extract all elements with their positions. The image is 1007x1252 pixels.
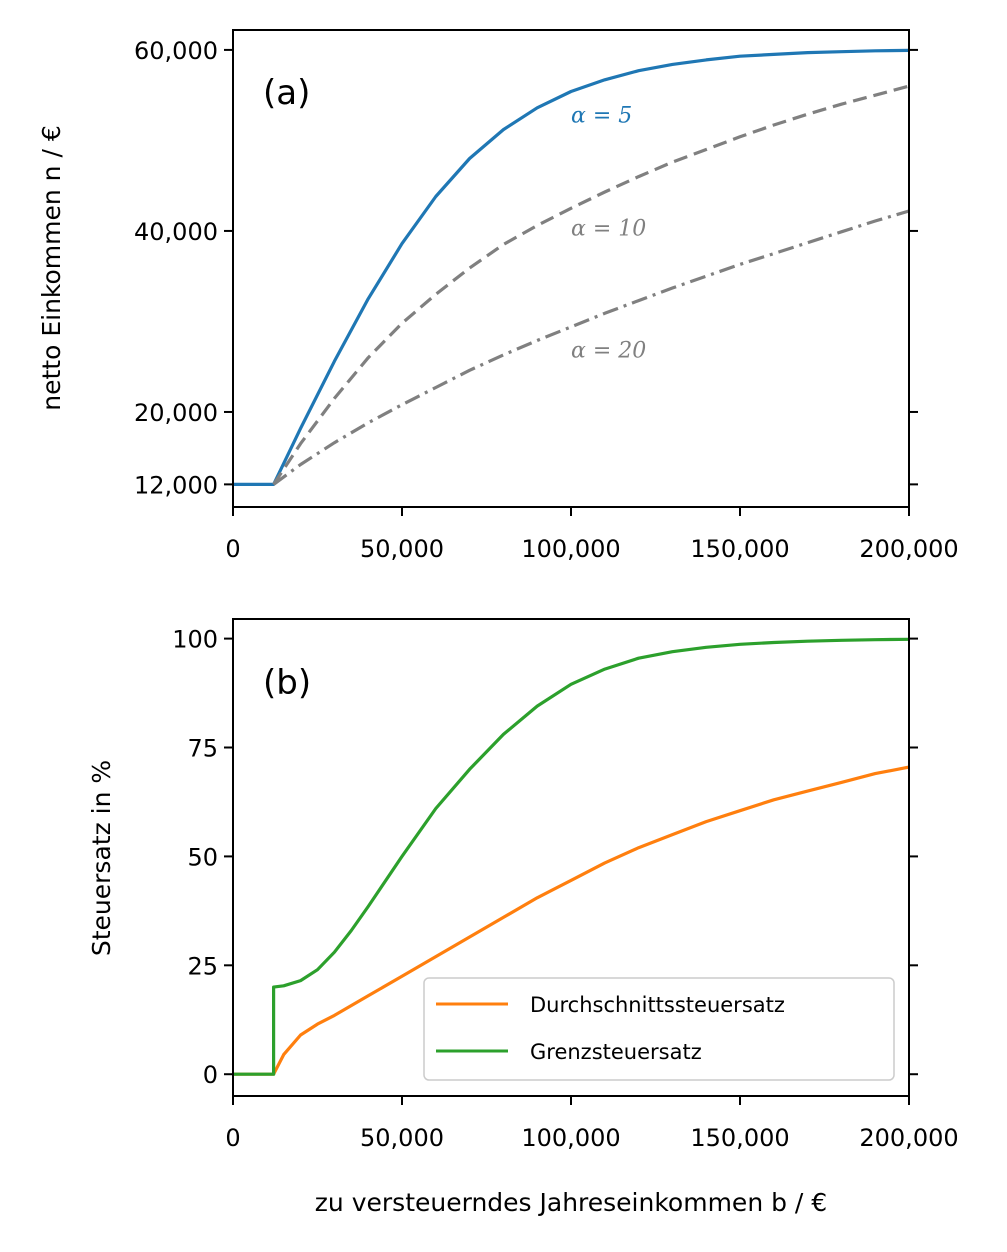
panel-b-y-tick-label: 0 — [203, 1061, 218, 1089]
panel-b-x-tick-label: 0 — [225, 1124, 240, 1152]
panel-a-curve-annotation-1: α = 10 — [571, 216, 646, 241]
panel-a-x-tick-label: 150,000 — [690, 535, 789, 563]
panel-a-series-line-1 — [272, 84, 910, 486]
panel-b-label: (b) — [263, 663, 311, 703]
panel-b-series-line-1 — [233, 637, 910, 1076]
panel-b: 0 50,000 100,000 150,000 200,000 0255075100 … — [87, 618, 959, 1217]
panel-a-frame — [232, 29, 910, 508]
panel-b-series-line-0 — [233, 765, 910, 1076]
panel-b-x-tick-label: 50,000 — [360, 1124, 444, 1152]
panel-a-y-tick-label: 40,000 — [134, 218, 218, 246]
panel-b-x-axis-label: zu versteuerndes Jahreseinkommen b / € — [315, 1188, 827, 1217]
panel-a: 0 50,000 100,000 150,000 200,000 12,000 20,00… — [37, 29, 959, 563]
panel-a-series-line-0 — [233, 48, 910, 486]
panel-a-curves — [233, 48, 910, 486]
panel-b-y-tick-label: 75 — [187, 735, 218, 763]
panel-a-y-axis-label: netto Einkommen n / € — [37, 125, 66, 411]
panel-a-label: (a) — [263, 73, 310, 113]
panel-b-x-ticks: 0 50,000 100,000 150,000 200,000 — [225, 1096, 959, 1152]
legend: Durchschnittssteuersatz Grenzsteuersatz — [423, 977, 895, 1081]
panel-a-y-ticks: 12,000 20,000 40,000 60,000 — [134, 37, 918, 499]
panel-b-y-tick-label: 25 — [187, 952, 218, 980]
panel-a-y-tick-label: 60,000 — [134, 37, 218, 65]
panel-b-y-axis-label: Steuersatz in % — [87, 760, 116, 956]
panel-b-curves — [233, 637, 910, 1076]
panel-a-curve-annotation-0: α = 5 — [571, 103, 632, 128]
panel-b-x-tick-label: 150,000 — [690, 1124, 789, 1152]
panel-a-curve-annotation-2: α = 20 — [571, 339, 646, 364]
panel-a-x-tick-label: 100,000 — [521, 535, 620, 563]
panel-a-y-tick-label: 20,000 — [134, 399, 218, 427]
panel-b-y-tick-label: 50 — [187, 843, 218, 871]
panel-a-x-tick-label: 0 — [225, 535, 240, 563]
legend-box — [423, 977, 895, 1081]
panel-b-y-ticks: 0 25 50 75 100 — [172, 626, 918, 1089]
panel-a-series-line-2 — [272, 209, 910, 486]
panel-b-y-tick-label: 100 — [172, 626, 218, 654]
panel-a-x-tick-label: 200,000 — [859, 535, 958, 563]
panel-a-x-tick-label: 50,000 — [360, 535, 444, 563]
panel-a-y-tick-label: 12,000 — [134, 471, 218, 499]
legend-label-grenzsteuersatz: Grenzsteuersatz — [530, 1040, 702, 1064]
legend-label-durchschnittssteuersatz: Durchschnittssteuersatz — [530, 993, 785, 1017]
panel-b-x-tick-label: 200,000 — [859, 1124, 958, 1152]
panel-b-x-tick-label: 100,000 — [521, 1124, 620, 1152]
panel-a-annotations: α = 5 α = 10 α = 20 — [571, 103, 646, 363]
panel-a-x-ticks: 0 50,000 100,000 150,000 200,000 — [225, 507, 959, 563]
